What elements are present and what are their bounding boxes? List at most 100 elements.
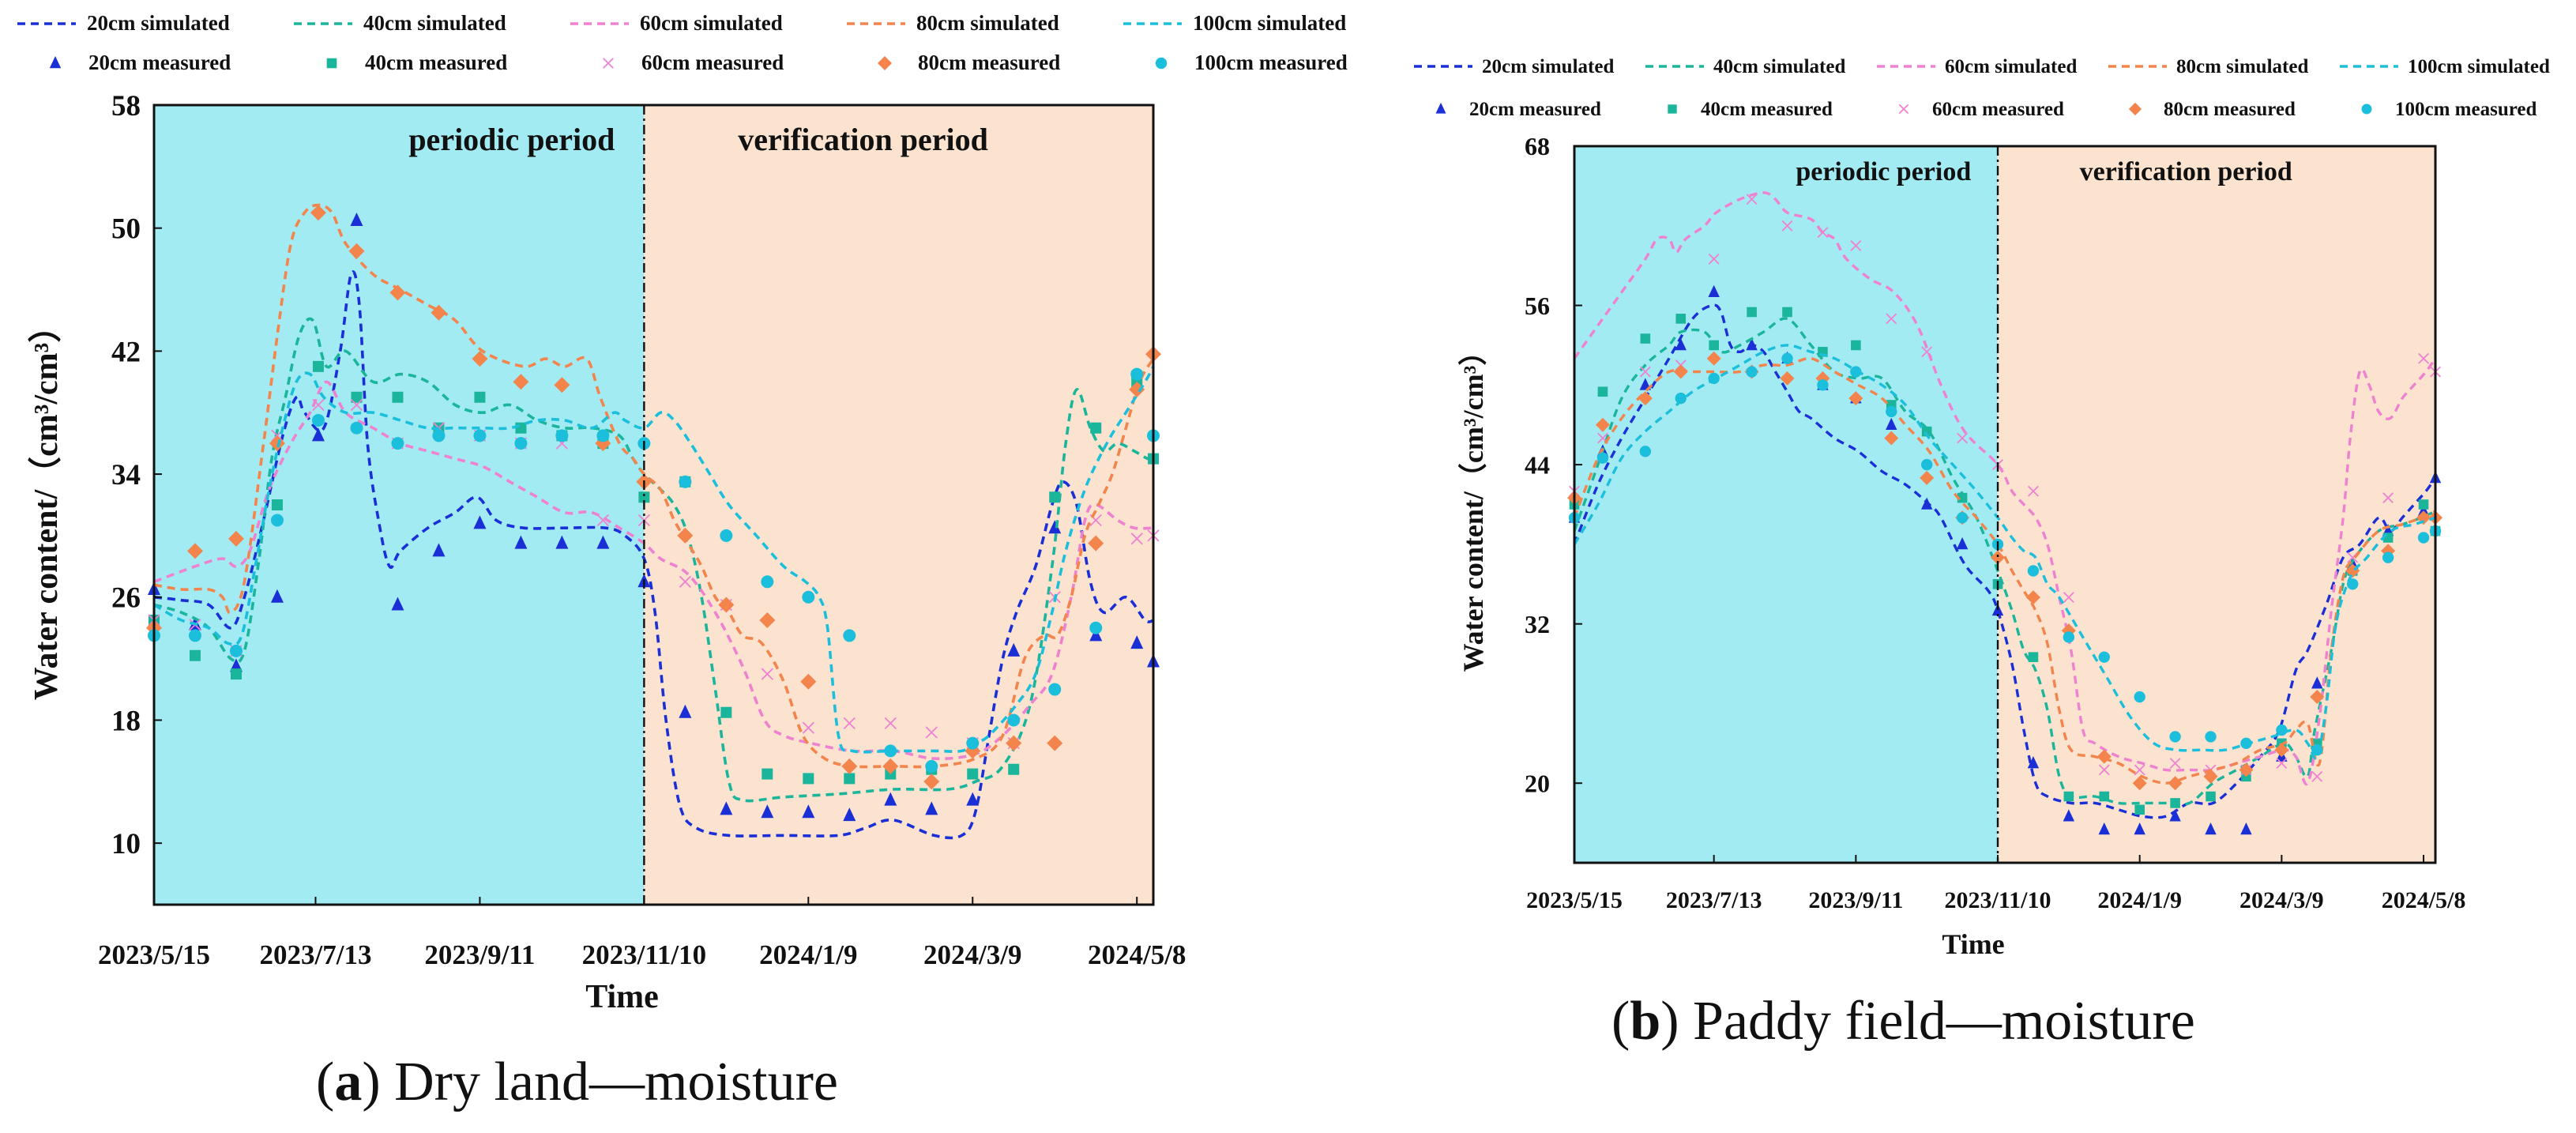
chart-a-measured-point-80cm-18 bbox=[882, 758, 899, 774]
chart-b-measured-point-40cm-6 bbox=[1782, 307, 1792, 318]
chart-a-measured-point-80cm-5 bbox=[348, 243, 365, 259]
legend-marker-40cm bbox=[326, 58, 337, 69]
chart-a-measured-point-80cm-6 bbox=[389, 284, 406, 301]
legend-measured-40cm: 40cm measured bbox=[1701, 99, 1833, 120]
y-tick-label: 68 bbox=[1525, 132, 1550, 160]
chart-a-measured-point-80cm-2 bbox=[228, 530, 244, 547]
chart-b-measured-point-20cm-4 bbox=[1708, 284, 1720, 298]
chart-a-measured-point-60cm-4 bbox=[312, 398, 325, 412]
chart-b-measured-point-40cm-18 bbox=[2206, 791, 2216, 802]
chart-a-measured-point-20cm-23 bbox=[1089, 627, 1103, 642]
chart-a-measured-point-40cm-3 bbox=[271, 499, 283, 510]
chart-b-measured-point-100cm-6 bbox=[1781, 352, 1793, 364]
chart-a-caption-label: a bbox=[334, 1052, 362, 1112]
chart-a-measured-point-20cm-13 bbox=[679, 704, 692, 718]
chart-a-measured-point-100cm-24 bbox=[1130, 367, 1144, 381]
chart-b-caption: (b) Paddy field—moisture bbox=[1611, 991, 2195, 1052]
chart-b-measured-point-40cm-5 bbox=[1747, 307, 1757, 318]
chart-a-measured-point-60cm-18 bbox=[884, 717, 897, 729]
chart-a-measured-point-20cm-8 bbox=[473, 515, 487, 529]
chart-b-measured-point-60cm-20 bbox=[2276, 758, 2288, 769]
chart-b-measured-point-60cm-4 bbox=[1708, 253, 1720, 265]
chart-a-measured-point-80cm-19 bbox=[923, 774, 940, 790]
legend-measured-60cm: 60cm measured bbox=[1932, 99, 2064, 120]
chart-b-measured-point-80cm-12 bbox=[1991, 550, 2006, 565]
legend-marker-80cm bbox=[878, 56, 892, 70]
chart-b-measured-point-100cm-15 bbox=[2098, 651, 2110, 663]
chart-a-measured-point-20cm-18 bbox=[884, 792, 897, 806]
chart-b-measured-point-40cm-14 bbox=[2063, 791, 2074, 802]
chart-b-measured-point-80cm-3 bbox=[1673, 364, 1688, 379]
chart-a-measured-point-100cm-2 bbox=[229, 644, 243, 657]
chart-b-caption-label: b bbox=[1630, 991, 1660, 1052]
x-tick-label: 2023/11/10 bbox=[582, 939, 707, 970]
chart-a-y-ticks: 10 18 26 34 42 50 58 bbox=[111, 90, 162, 860]
chart-b-measured-point-40cm-13 bbox=[2028, 652, 2039, 662]
chart-b-simulated-line-20cm bbox=[1573, 303, 2437, 819]
x-tick-label: 2023/7/13 bbox=[1666, 887, 1762, 913]
chart-b-measured-point-40cm-16 bbox=[2134, 804, 2145, 815]
chart-a-measured-point-100cm-9 bbox=[514, 437, 528, 450]
chart-a-measured-point-40cm-8 bbox=[474, 391, 486, 403]
legend-marker-80cm bbox=[2128, 102, 2142, 116]
y-tick-label: 50 bbox=[111, 213, 141, 246]
x-tick-label: 2024/3/9 bbox=[2239, 887, 2324, 913]
chart-a-measured-point-40cm-12 bbox=[638, 491, 650, 503]
chart-b-measured-point-60cm-11 bbox=[1957, 432, 1969, 444]
chart-a-measured-point-100cm-3 bbox=[270, 514, 284, 527]
chart-b-measured-point-80cm-1 bbox=[1595, 417, 1610, 432]
chart-b-measured-point-100cm-13 bbox=[2027, 565, 2040, 577]
chart-b-measured-point-60cm-7 bbox=[1817, 227, 1829, 239]
chart-b-measured-point-80cm-8 bbox=[1848, 391, 1863, 406]
chart-b-measured-point-80cm-2 bbox=[1638, 391, 1653, 406]
x-tick-label: 2023/7/13 bbox=[260, 939, 372, 970]
legend-simulated-20cm: 20cm simulated bbox=[87, 11, 230, 35]
chart-a-measured-point-80cm-17 bbox=[841, 758, 858, 774]
chart-a-measured-point-60cm-19 bbox=[925, 726, 938, 739]
chart-b-measured-point-100cm-23 bbox=[2382, 551, 2394, 563]
legend-simulated-80cm: 80cm simulated bbox=[916, 11, 1059, 35]
chart-b-measured-point-60cm-16 bbox=[2134, 764, 2145, 776]
chart-b-measured-point-100cm-16 bbox=[2134, 691, 2145, 703]
chart-b-measured-point-40cm-17 bbox=[2170, 798, 2180, 808]
legend-measured-80cm: 80cm measured bbox=[2164, 99, 2296, 120]
chart-a-simulated-line-40cm bbox=[153, 317, 1154, 803]
chart-b-measured-point-20cm-3 bbox=[1675, 337, 1687, 351]
chart-b-simulated-line-40cm bbox=[1573, 317, 2436, 806]
chart-b-measured-point-80cm-9 bbox=[1884, 431, 1899, 446]
legend-marker-20cm bbox=[49, 56, 62, 69]
chart-b-measured-point-80cm-17 bbox=[2168, 776, 2183, 791]
chart-a-measured-point-100cm-22 bbox=[1048, 683, 1062, 696]
chart-b-measured-point-60cm-9 bbox=[1886, 313, 1897, 325]
chart-a-measured-point-40cm-17 bbox=[844, 773, 856, 785]
chart-a-measured-point-20cm-6 bbox=[391, 597, 404, 611]
chart-b-measured-point-60cm-5 bbox=[1746, 194, 1758, 205]
chart-a-y-axis-title: Water content/（cm³/cm³） bbox=[28, 310, 65, 700]
chart-a-simulated-line-100cm bbox=[153, 365, 1155, 754]
x-tick-label: 2024/1/9 bbox=[759, 939, 857, 970]
chart-a-measured-point-80cm-8 bbox=[472, 351, 488, 367]
chart-a-series bbox=[146, 203, 1161, 840]
y-tick-label: 42 bbox=[111, 336, 141, 368]
chart-b-measured-point-40cm-8 bbox=[1851, 340, 1861, 351]
chart-b-simulated-line-60cm bbox=[1573, 191, 2437, 786]
x-tick-label: 2023/5/15 bbox=[1526, 887, 1623, 913]
chart-b-measured-point-60cm-2 bbox=[1639, 366, 1651, 378]
chart-a-measured-point-100cm-18 bbox=[884, 744, 897, 758]
legend-measured-80cm: 80cm measured bbox=[918, 51, 1060, 74]
chart-b-measured-point-80cm-20 bbox=[2274, 743, 2289, 758]
y-tick-label: 32 bbox=[1525, 610, 1550, 638]
chart-b-measured-point-60cm-21 bbox=[2311, 770, 2323, 782]
chart-a-simulated-line-60cm bbox=[153, 380, 1154, 761]
chart-a-measured-point-20cm-7 bbox=[432, 543, 446, 557]
chart-a-measured-point-20cm-16 bbox=[802, 804, 815, 819]
chart-a-measured-point-80cm-21 bbox=[1006, 735, 1022, 751]
chart-b-measured-point-20cm-9 bbox=[1886, 417, 1897, 431]
chart-b-measured-point-100cm-2 bbox=[1639, 446, 1652, 457]
chart-b-measured-point-80cm-19 bbox=[2239, 762, 2254, 777]
chart-a-measured-point-80cm-4 bbox=[310, 205, 326, 221]
chart-a-measured-point-40cm-9 bbox=[515, 422, 527, 434]
chart-a-measured-point-100cm-20 bbox=[966, 736, 980, 750]
chart-b-measured-point-40cm-24 bbox=[2418, 499, 2429, 510]
chart-a-measured-point-40cm-2 bbox=[230, 668, 242, 680]
